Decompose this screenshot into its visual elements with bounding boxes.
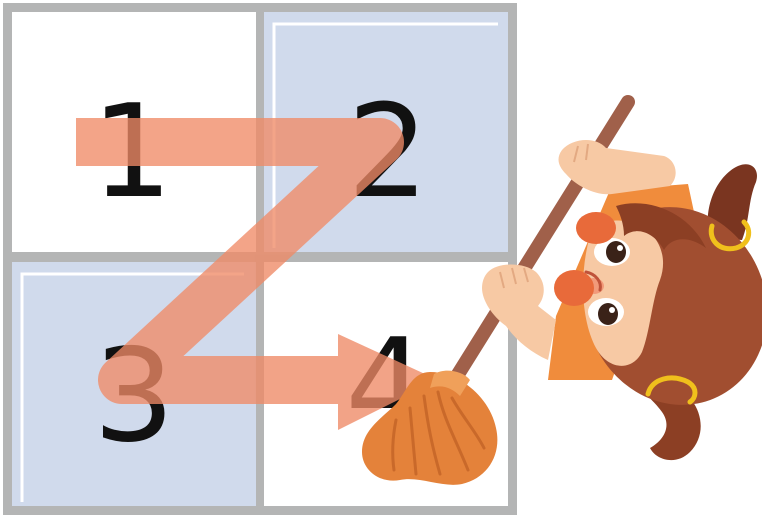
girl-head: [554, 203, 762, 405]
path-arrow-body: [76, 118, 404, 404]
hair-tie-lower: [645, 375, 698, 405]
broom-binding: [430, 370, 470, 396]
hand-upper: [558, 139, 676, 195]
broom-bristle-lines: [391, 390, 486, 476]
bangs: [616, 203, 706, 250]
path-arrow-head: [338, 334, 438, 430]
hair-tie-upper: [708, 219, 752, 252]
mouth: [584, 270, 602, 292]
z-order-path-arrow: [76, 118, 438, 430]
cell-2-highlight: [272, 22, 498, 248]
headband-bow-upper: [576, 212, 616, 244]
hand-lower: [482, 264, 556, 360]
headband-bow-lower: [554, 270, 594, 306]
cell-3-highlight: [20, 272, 244, 502]
girl-sweeping-illustration: [362, 95, 762, 485]
